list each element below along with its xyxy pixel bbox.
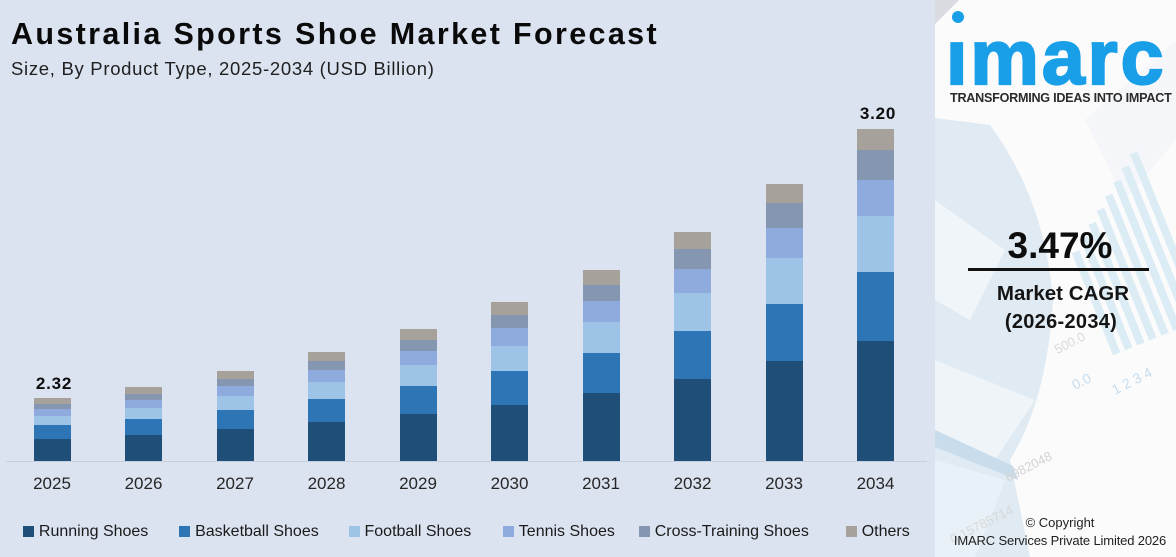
svg-text:0.0: 0.0 bbox=[1069, 369, 1094, 392]
svg-text:1 2 3 4: 1 2 3 4 bbox=[1109, 364, 1155, 398]
